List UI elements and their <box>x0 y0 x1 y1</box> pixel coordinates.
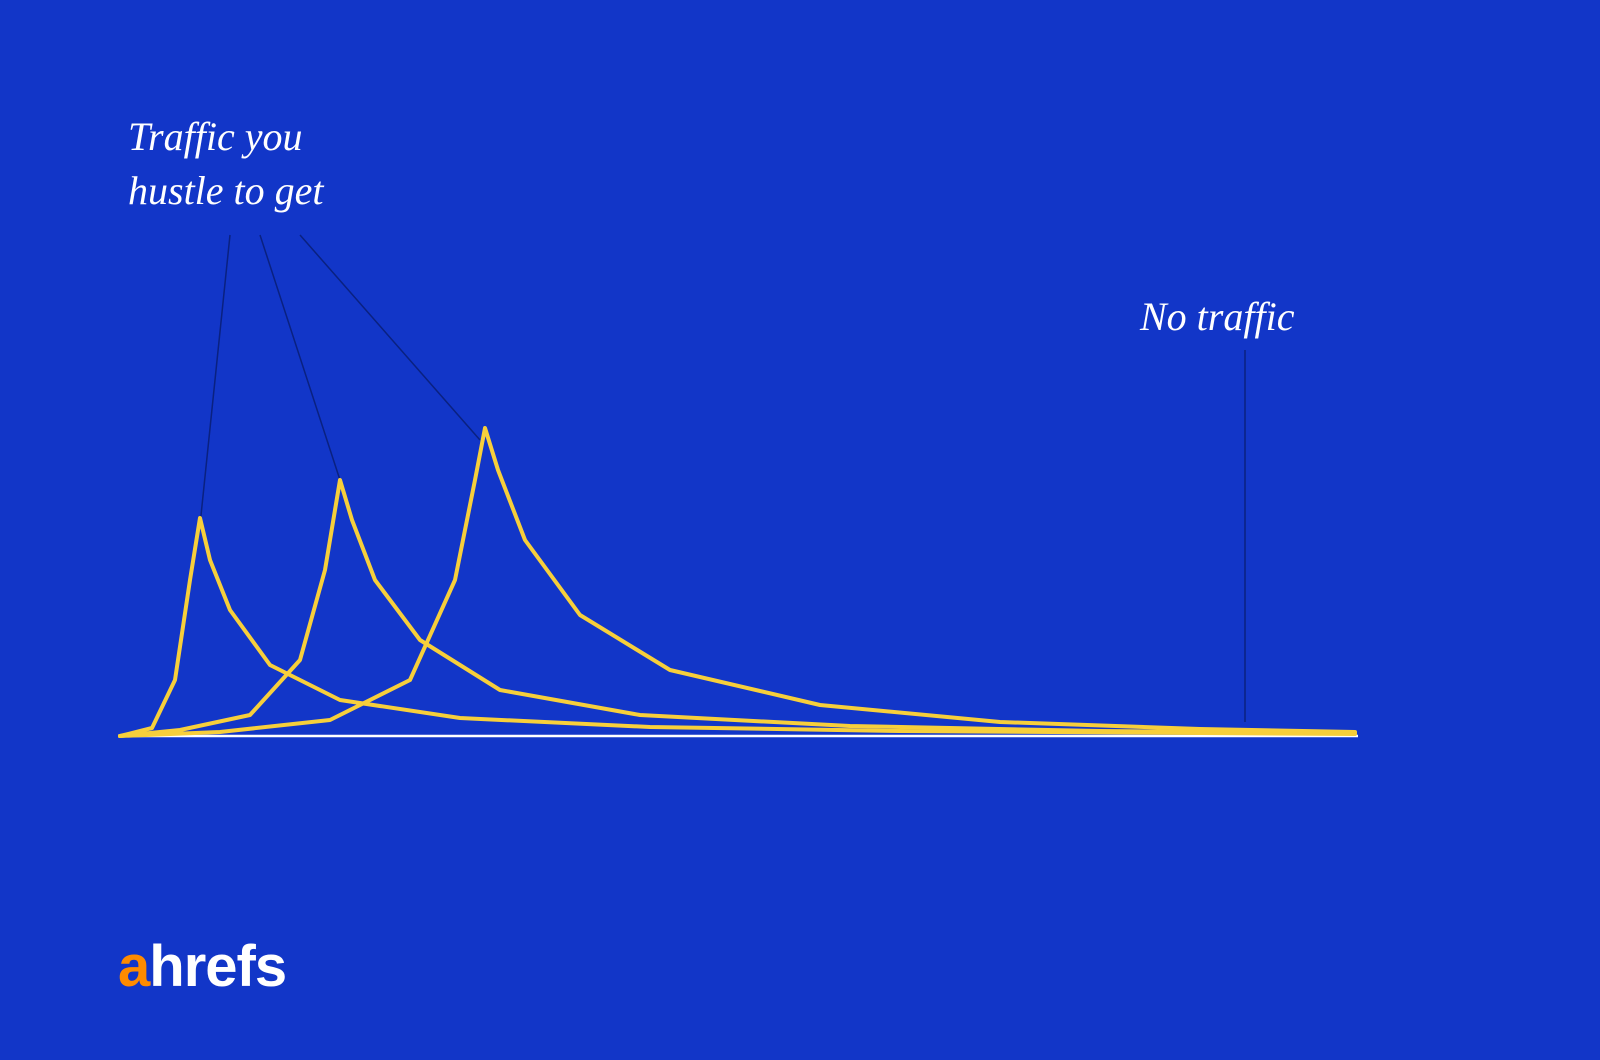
hustle-label: Traffic you hustle to get <box>128 110 324 218</box>
curve-1 <box>120 518 1355 736</box>
curve-3 <box>120 428 1355 736</box>
traffic-curves <box>120 428 1355 736</box>
no-traffic-label: No traffic <box>1140 290 1294 344</box>
logo-a: a <box>118 933 149 1000</box>
curve-2 <box>120 480 1355 736</box>
infographic-canvas: Traffic you hustle to get No traffic ahr… <box>0 0 1600 1060</box>
logo-rest: hrefs <box>149 933 286 1000</box>
ahrefs-logo: ahrefs <box>118 933 286 1000</box>
